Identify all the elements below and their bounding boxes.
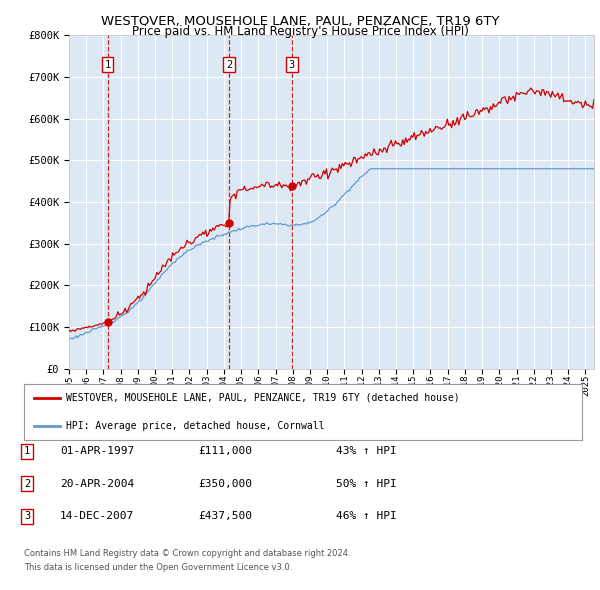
Text: 20-APR-2004: 20-APR-2004	[60, 479, 134, 489]
Text: HPI: Average price, detached house, Cornwall: HPI: Average price, detached house, Corn…	[66, 421, 325, 431]
Text: 3: 3	[289, 60, 295, 70]
Text: Contains HM Land Registry data © Crown copyright and database right 2024.: Contains HM Land Registry data © Crown c…	[24, 549, 350, 558]
Text: 2: 2	[24, 479, 30, 489]
Text: 1: 1	[24, 447, 30, 456]
Text: £350,000: £350,000	[198, 479, 252, 489]
Text: Price paid vs. HM Land Registry's House Price Index (HPI): Price paid vs. HM Land Registry's House …	[131, 25, 469, 38]
Text: 43% ↑ HPI: 43% ↑ HPI	[336, 447, 397, 456]
Text: 2: 2	[226, 60, 232, 70]
Text: 1: 1	[104, 60, 111, 70]
Text: WESTOVER, MOUSEHOLE LANE, PAUL, PENZANCE, TR19 6TY (detached house): WESTOVER, MOUSEHOLE LANE, PAUL, PENZANCE…	[66, 392, 460, 402]
Text: This data is licensed under the Open Government Licence v3.0.: This data is licensed under the Open Gov…	[24, 563, 292, 572]
Text: 50% ↑ HPI: 50% ↑ HPI	[336, 479, 397, 489]
Text: WESTOVER, MOUSEHOLE LANE, PAUL, PENZANCE, TR19 6TY: WESTOVER, MOUSEHOLE LANE, PAUL, PENZANCE…	[101, 15, 499, 28]
Text: 01-APR-1997: 01-APR-1997	[60, 447, 134, 456]
Text: 3: 3	[24, 512, 30, 521]
Text: 46% ↑ HPI: 46% ↑ HPI	[336, 512, 397, 521]
Text: £437,500: £437,500	[198, 512, 252, 521]
Text: 14-DEC-2007: 14-DEC-2007	[60, 512, 134, 521]
Text: £111,000: £111,000	[198, 447, 252, 456]
